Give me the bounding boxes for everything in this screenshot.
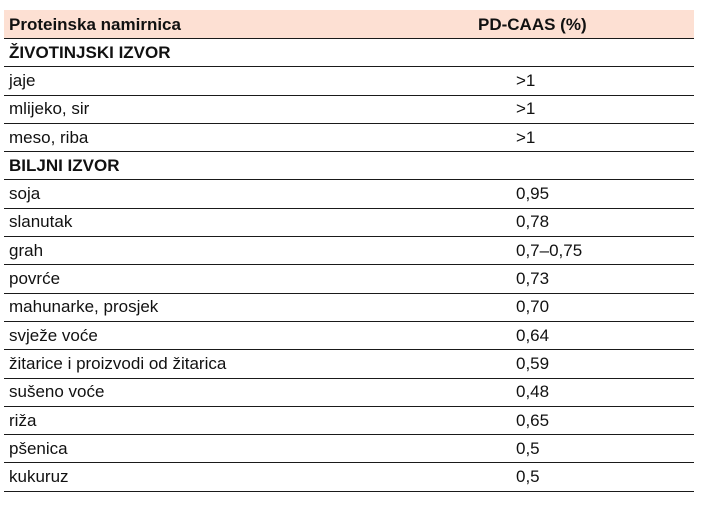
table-row: svježe voće 0,64 [4, 321, 694, 351]
table-row: slanutak 0,78 [4, 208, 694, 238]
food-name-cell: mahunarke, prosjek [4, 293, 424, 322]
food-name-cell: slanutak [4, 208, 424, 238]
table-row: kukuruz 0,5 [4, 462, 694, 492]
table-row: povrće 0,73 [4, 264, 694, 294]
pdcaas-value-cell: 0,65 [424, 406, 694, 436]
pdcaas-table-container: Proteinska namirnica PD-CAAS (%) ŽIVOTIN… [4, 10, 694, 492]
food-name-cell: grah [4, 236, 424, 266]
pdcaas-value-cell: 0,70 [424, 293, 694, 322]
pdcaas-value-cell: >1 [424, 66, 694, 96]
table-row: meso, riba >1 [4, 123, 694, 153]
table-row: jaje >1 [4, 66, 694, 96]
table-body: ŽIVOTINJSKI IZVOR jaje >1 mlijeko, sir >1 mes… [4, 38, 694, 492]
pdcaas-value-cell: 0,64 [424, 321, 694, 351]
food-name-cell: sušeno voće [4, 378, 424, 407]
food-name-cell: jaje [4, 66, 424, 96]
food-name-cell: meso, riba [4, 123, 424, 153]
table-row: soja 0,95 [4, 179, 694, 209]
food-name-cell: pšenica [4, 434, 424, 464]
pdcaas-table: Proteinska namirnica PD-CAAS (%) ŽIVOTIN… [4, 10, 694, 492]
table-row: riža 0,65 [4, 406, 694, 436]
table-row: grah 0,7–0,75 [4, 236, 694, 266]
pdcaas-value-cell [424, 38, 694, 68]
table-row: žitarice i proizvodi od žitarica 0,59 [4, 349, 694, 379]
table-row: mlijeko, sir >1 [4, 95, 694, 124]
pdcaas-value-cell: 0,7–0,75 [424, 236, 694, 266]
pdcaas-value-cell: >1 [424, 95, 694, 124]
food-name-cell: povrće [4, 264, 424, 294]
food-name-cell: svježe voće [4, 321, 424, 351]
table-row: pšenica 0,5 [4, 434, 694, 464]
header-row: Proteinska namirnica PD-CAAS (%) [4, 10, 694, 39]
food-name-cell: soja [4, 179, 424, 209]
pdcaas-value-cell: 0,5 [424, 462, 694, 492]
section-heading: ŽIVOTINJSKI IZVOR [4, 38, 424, 68]
pdcaas-value-cell: 0,73 [424, 264, 694, 294]
table-row: mahunarke, prosjek 0,70 [4, 293, 694, 322]
header-pdcaas-column: PD-CAAS (%) [424, 10, 694, 39]
table-row: sušeno voće 0,48 [4, 378, 694, 407]
section-heading: BILJNI IZVOR [4, 151, 424, 181]
food-name-cell: riža [4, 406, 424, 436]
table-header: Proteinska namirnica PD-CAAS (%) [4, 10, 694, 39]
pdcaas-value-cell: 0,95 [424, 179, 694, 209]
pdcaas-value-cell: 0,59 [424, 349, 694, 379]
section-row: BILJNI IZVOR [4, 151, 694, 181]
pdcaas-value-cell: 0,5 [424, 434, 694, 464]
food-name-cell: kukuruz [4, 462, 424, 492]
pdcaas-value-cell: >1 [424, 123, 694, 153]
food-name-cell: mlijeko, sir [4, 95, 424, 124]
pdcaas-value-cell: 0,48 [424, 378, 694, 407]
pdcaas-value-cell: 0,78 [424, 208, 694, 238]
food-name-cell: žitarice i proizvodi od žitarica [4, 349, 424, 379]
header-food-column: Proteinska namirnica [4, 10, 424, 39]
pdcaas-value-cell [424, 151, 694, 181]
section-row: ŽIVOTINJSKI IZVOR [4, 38, 694, 68]
